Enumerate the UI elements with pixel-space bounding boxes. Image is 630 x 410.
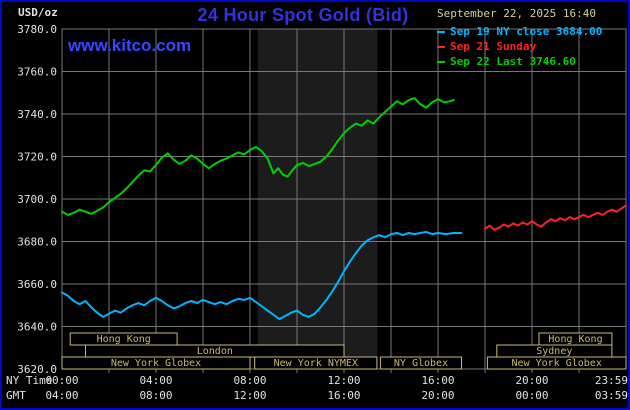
y-axis-tick-label: 3740.0 [17, 108, 57, 121]
x-axis-label-ny: 16:00 [421, 374, 454, 387]
x-axis-label-ny: 23:59 [595, 374, 628, 387]
session-label: Hong Kong [548, 334, 602, 345]
y-axis-tick-label: 3640.0 [17, 321, 57, 334]
y-axis-tick-label: 3660.0 [17, 278, 57, 291]
x-axis-label-gmt: 04:00 [45, 389, 78, 402]
y-axis-tick-label: 3680.0 [17, 236, 57, 249]
session-label: New York NYMEX [274, 358, 358, 369]
legend-label: Sep 22 Last 3746.60 [450, 55, 576, 68]
legend-swatch-icon [437, 30, 445, 33]
x-axis-label-gmt: 08:00 [139, 389, 172, 402]
session-label: New York Globex [512, 358, 602, 369]
session-box [379, 356, 462, 370]
session-label: Sydney [536, 346, 572, 357]
legend-swatch-icon [437, 45, 445, 48]
price-line-sep19 [61, 230, 463, 321]
x-axis-label-gmt: 00:00 [515, 389, 548, 402]
y-axis-tick-label: 3700.0 [17, 193, 57, 206]
x-axis-label-gmt: 12:00 [233, 389, 266, 402]
session-label: Hong Kong [97, 334, 151, 345]
legend: Sep 19 NY close 3684.00 Sep 21 Sunday Sep … [437, 24, 627, 69]
x-axis-label-gmt: 20:00 [421, 389, 454, 402]
price-line-sep22 [61, 97, 455, 216]
x-axis-row-label-gmt: GMT [6, 389, 26, 402]
x-axis-label-ny: 20:00 [515, 374, 548, 387]
x-axis-label-ny: 08:00 [233, 374, 266, 387]
session-label: New York Globex [111, 358, 201, 369]
price-line-sep21 [484, 204, 627, 231]
x-axis-label-ny: 00:00 [45, 374, 78, 387]
chart-info-panel: September 22, 2025 16:40 Sep 19 NY close… [437, 7, 627, 69]
y-axis-tick-label: 3780.0 [17, 23, 57, 36]
x-axis-label-gmt: 16:00 [327, 389, 360, 402]
legend-label: Sep 21 Sunday [450, 40, 537, 53]
legend-swatch-icon [437, 60, 445, 63]
y-axis-tick-label: 3720.0 [17, 151, 57, 164]
chart-title: 24 Hour Spot Gold (Bid) [197, 5, 409, 25]
legend-item-sep22: Sep 22 Last 3746.60 [437, 54, 627, 69]
legend-item-sep21: Sep 21 Sunday [437, 39, 627, 54]
y-axis-tick-label: 3620.0 [17, 363, 57, 376]
session-label: NY Globex [394, 358, 448, 369]
timestamp: September 22, 2025 16:40 [437, 7, 596, 20]
y-axis-units-label: USD/oz [18, 6, 58, 19]
x-axis-label-ny: 12:00 [327, 374, 360, 387]
x-axis-row-label-ny-time: NY Time [6, 374, 52, 387]
session-box [486, 356, 627, 370]
kitco-watermark-link[interactable]: www.kitco.com [68, 36, 192, 55]
x-axis-label-ny: 04:00 [139, 374, 172, 387]
x-axis-label-gmt: 03:59 [595, 389, 628, 402]
legend-item-sep19: Sep 19 NY close 3684.00 [437, 24, 627, 39]
legend-label: Sep 19 NY close 3684.00 [450, 25, 603, 38]
session-box [254, 356, 378, 370]
session-label: London [197, 346, 233, 357]
y-axis-tick-label: 3760.0 [17, 66, 57, 79]
session-box [61, 356, 251, 370]
